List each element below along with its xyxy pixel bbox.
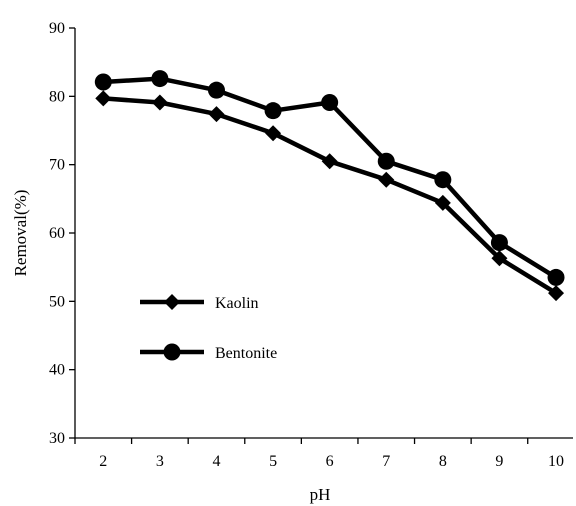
x-tick-label: 8 bbox=[439, 453, 447, 470]
series-line bbox=[103, 96, 558, 296]
x-axis-title: pH bbox=[310, 485, 331, 504]
legend-item-bentonite: Bentonite bbox=[140, 343, 277, 362]
data-point-circle bbox=[163, 343, 181, 361]
x-tick-label: 4 bbox=[212, 453, 220, 470]
x-tick-label: 7 bbox=[382, 453, 390, 470]
legend: Kaolin Bentonite bbox=[140, 294, 277, 362]
data-point-diamond bbox=[151, 94, 168, 111]
axes bbox=[74, 28, 573, 439]
legend-label: Kaolin bbox=[215, 295, 259, 312]
series-layer bbox=[94, 70, 565, 302]
data-point-diamond bbox=[208, 106, 225, 123]
data-point-circle bbox=[434, 171, 452, 189]
x-tick-label: 9 bbox=[495, 453, 503, 470]
data-point-diamond bbox=[378, 171, 395, 188]
legend-item-kaolin: Kaolin bbox=[140, 294, 259, 312]
data-point-circle bbox=[321, 93, 339, 111]
y-tick-label: 40 bbox=[49, 362, 65, 379]
data-point-circle bbox=[547, 268, 565, 286]
x-tick-label: 5 bbox=[269, 453, 277, 470]
x-tick-label: 2 bbox=[99, 453, 107, 470]
y-tick-label: 60 bbox=[49, 225, 65, 242]
y-tick-label: 80 bbox=[49, 88, 65, 105]
data-point-circle bbox=[94, 73, 112, 91]
data-point-diamond bbox=[548, 285, 565, 302]
y-tick-label: 50 bbox=[49, 293, 65, 310]
x-tick-label: 3 bbox=[156, 453, 164, 470]
y-tick-label: 90 bbox=[49, 20, 65, 37]
data-point-diamond bbox=[265, 125, 282, 142]
series-kaolin bbox=[95, 90, 565, 302]
ticks: 30 40 50 60 70 80 90 2 3 4 5 6 7 8 9 10 bbox=[49, 20, 564, 470]
data-point-circle bbox=[151, 70, 169, 88]
data-point-circle bbox=[264, 102, 282, 120]
x-tick-label: 6 bbox=[326, 453, 334, 470]
data-point-circle bbox=[207, 81, 225, 99]
data-point-diamond bbox=[434, 194, 451, 211]
y-axis-title: Removal(%) bbox=[11, 190, 30, 277]
data-point-diamond bbox=[95, 90, 112, 107]
legend-label: Bentonite bbox=[215, 345, 277, 362]
y-tick-label: 30 bbox=[49, 430, 65, 447]
y-tick-label: 70 bbox=[49, 157, 65, 174]
data-point-diamond bbox=[491, 250, 508, 267]
data-point-diamond bbox=[321, 153, 338, 170]
data-point-circle bbox=[490, 234, 508, 252]
data-point-diamond bbox=[164, 294, 180, 310]
data-point-circle bbox=[377, 152, 395, 170]
series-bentonite bbox=[94, 70, 565, 286]
x-tick-label: 10 bbox=[548, 453, 564, 470]
